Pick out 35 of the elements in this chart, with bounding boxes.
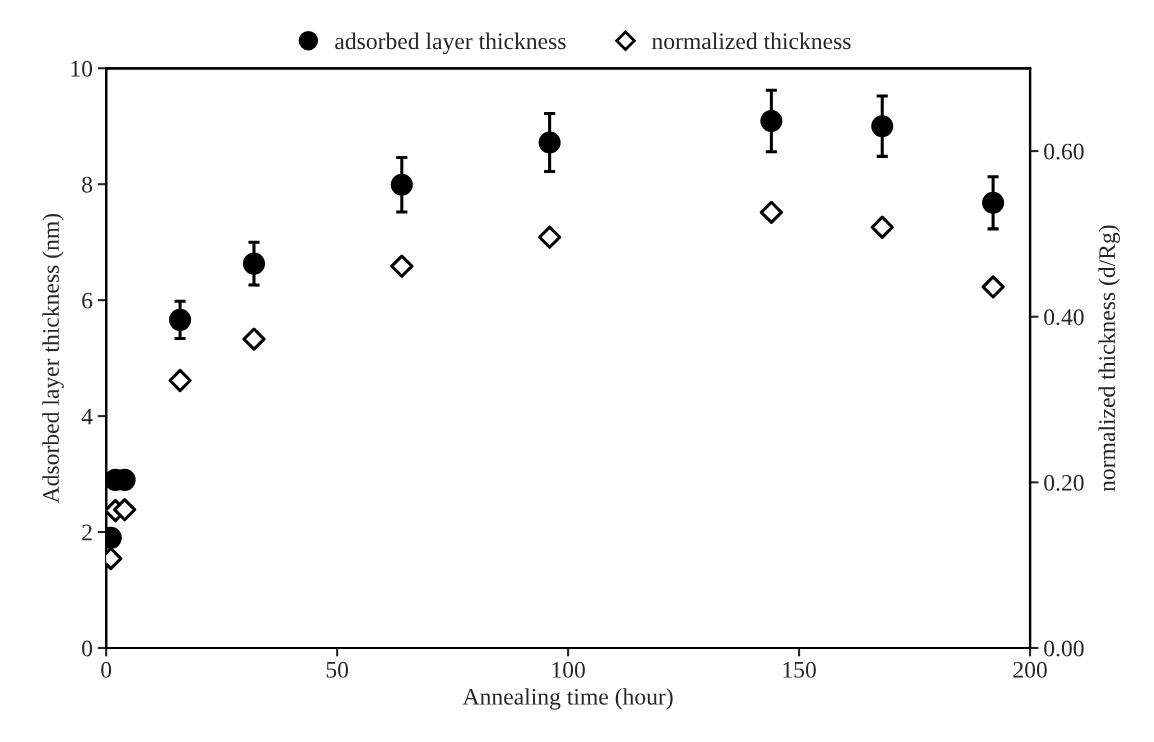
y-tick-label: 0 <box>82 640 93 657</box>
point <box>538 225 562 249</box>
point <box>981 275 1005 299</box>
point <box>242 327 266 351</box>
y2-tick-label: 0.20 <box>1044 474 1084 491</box>
point <box>760 109 783 133</box>
point <box>390 254 414 278</box>
x-tick-label: 100 <box>552 661 585 678</box>
point <box>390 173 413 196</box>
x-tick-label: 200 <box>1013 661 1047 678</box>
point <box>242 252 266 275</box>
legend-label: normalized thickness <box>652 32 851 50</box>
y-tick-label: 4 <box>81 408 93 425</box>
point <box>538 131 561 154</box>
y2-tick-label: 0.00 <box>1044 640 1084 657</box>
y-tick-label: 6 <box>82 292 93 309</box>
point <box>113 498 137 522</box>
y-axis-title: Adsorbed layer thickness (nm) <box>42 213 64 504</box>
point <box>870 215 894 239</box>
x-axis-title: Annealing time (hour) <box>462 688 673 710</box>
x-tick-label: 50 <box>326 661 349 678</box>
point <box>871 115 894 138</box>
y2-axis-title: normalized thickness (d/Rg) <box>1098 225 1120 492</box>
y2-tick-label: 0.60 <box>1044 143 1084 160</box>
y-tick-label: 8 <box>82 176 93 193</box>
legend-label: adsorbed layer thickness <box>335 32 566 55</box>
y2-tick-label: 0.40 <box>1044 309 1084 326</box>
point <box>982 191 1005 214</box>
point <box>168 368 192 393</box>
point <box>169 308 192 331</box>
x-tick-label: 150 <box>783 661 816 678</box>
x-tick-label: 0 <box>101 661 112 678</box>
y-tick-label: 2 <box>82 524 92 541</box>
y-tick-label: 10 <box>71 60 93 77</box>
point <box>759 200 783 224</box>
